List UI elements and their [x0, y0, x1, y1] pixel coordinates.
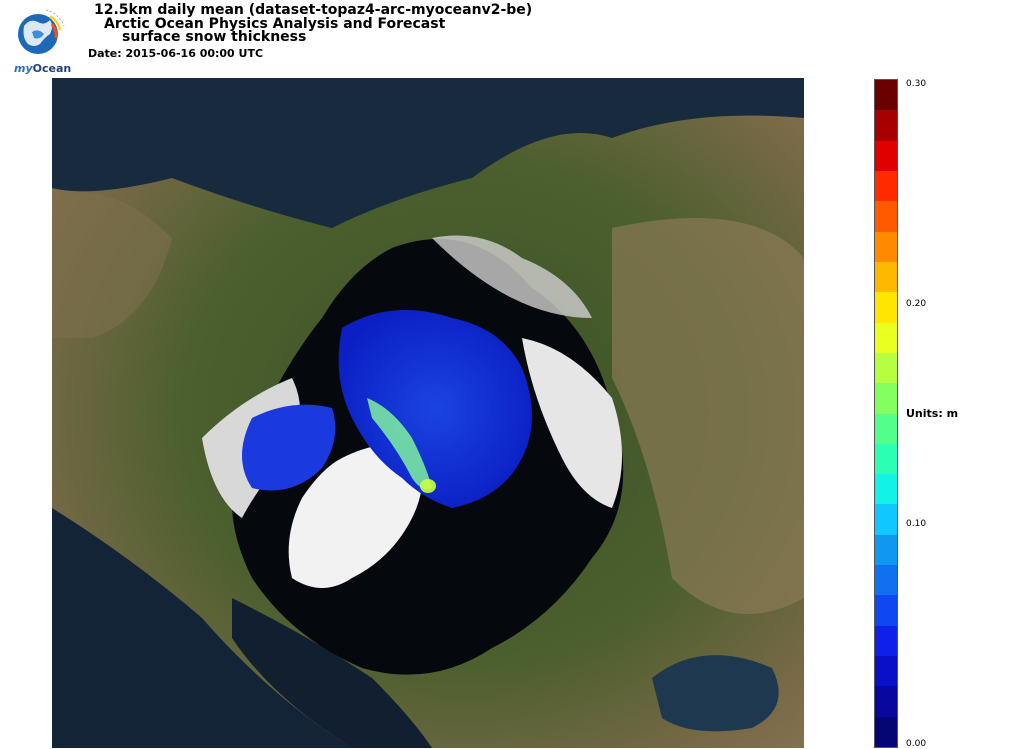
colorbar-segment [875, 413, 897, 445]
snow-cover [432, 235, 592, 318]
snow-thickness-field [338, 310, 532, 508]
date-label: Date: 2015-06-16 00:00 UTC [88, 47, 264, 60]
mediterranean [652, 655, 779, 732]
ocean-pacific [52, 508, 352, 748]
colorbar-segment [875, 565, 897, 596]
colorbar-segment [875, 110, 897, 142]
colorbar-segment [875, 625, 897, 657]
colorbar-segment [875, 686, 897, 718]
units-label: Units: m [906, 407, 959, 420]
colorbar-segment [875, 383, 897, 414]
colorbar-tick-label: 0.20 [906, 299, 927, 309]
colorbar-tick-label: 0.30 [906, 79, 927, 89]
colorbar-segment [875, 201, 897, 233]
snow-thickness-field [242, 404, 336, 491]
arctic-map [52, 78, 804, 748]
colorbar-tick-label: 0.10 [906, 519, 927, 529]
page-title: 12.5km daily mean (dataset-topaz4-arc-my… [94, 2, 533, 18]
product-title: Arctic Ocean Physics Analysis and Foreca… [104, 16, 446, 32]
colorbar-segment [875, 656, 897, 687]
colorbar-segment [875, 595, 897, 627]
desert-region [52, 193, 172, 338]
colorbar-segment [875, 170, 897, 202]
snow-cover [522, 338, 622, 508]
colorbar-tick-label: 0.00 [906, 739, 927, 749]
ocean-north [52, 78, 804, 228]
logo-wordmark: myOcean [14, 62, 72, 75]
myocean-logo: myOcean [6, 4, 76, 76]
colorbar-segment [875, 140, 897, 172]
high-snow-spot [420, 479, 436, 493]
high-snow-band [367, 398, 432, 490]
desert-region [612, 218, 804, 614]
colorbar [874, 79, 898, 748]
variable-title: surface snow thickness [122, 29, 307, 45]
colorbar-segment [875, 261, 897, 293]
colorbar-segment [875, 231, 897, 263]
colorbar-segment [875, 352, 897, 384]
colorbar-segment [875, 322, 897, 354]
colorbar-segment [875, 504, 897, 536]
colorbar-segment [875, 716, 897, 748]
colorbar-segment [875, 443, 897, 475]
colorbar-segment [875, 80, 897, 111]
ocean-atlantic [232, 598, 432, 748]
colorbar-segment [875, 292, 897, 324]
greenland [288, 444, 422, 588]
colorbar-segment [875, 474, 897, 505]
colorbar-segment [875, 534, 897, 566]
globe-icon [18, 9, 65, 54]
